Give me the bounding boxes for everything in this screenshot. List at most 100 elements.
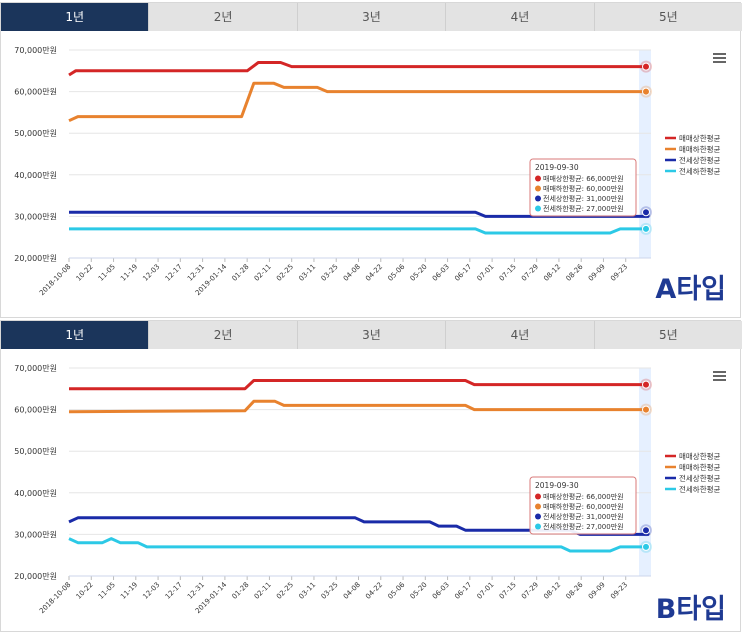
x-tick-label: 09-09	[587, 581, 607, 601]
tab-2-year[interactable]: 2년	[149, 3, 298, 31]
tooltip-date: 2019-09-30	[535, 163, 579, 172]
tab-5-year[interactable]: 5년	[658, 10, 678, 24]
tab-4-year[interactable]: 4년	[446, 321, 595, 349]
x-tick-label: 02-11	[253, 581, 273, 601]
tooltip-box	[529, 476, 637, 535]
tab-4-year[interactable]: 4년	[446, 3, 595, 31]
hover-band	[639, 50, 651, 258]
line-chart-a: 70,000만원 60,000만원 50,000만원 40,000만원 30,000만원…	[14, 46, 720, 297]
data-point	[642, 208, 650, 217]
y-tick-label: 20,000만원	[14, 254, 57, 263]
x-tick-label: 12-03	[141, 263, 161, 283]
x-tick-label: 03-25	[320, 581, 340, 601]
tooltip-line: 매매상한평균: 66,000만원	[543, 492, 624, 501]
x-tick-label: 12-31	[186, 581, 206, 601]
series-line	[69, 227, 648, 235]
period-tabs: 1년 2년 3년 4년 5년	[1, 321, 742, 349]
tooltip-marker	[535, 493, 541, 500]
chart-menu-icon[interactable]	[713, 53, 726, 63]
tooltip-line: 전세상한평균: 31,000만원	[543, 512, 624, 521]
tab-2-year[interactable]: 2년	[149, 321, 298, 349]
x-tick-label: 06-17	[453, 581, 473, 601]
data-point	[642, 87, 650, 96]
tooltip-line: 전세하한평균: 27,000만원	[543, 204, 624, 213]
tab-3-year[interactable]: 3년	[298, 3, 447, 31]
tooltip-marker	[535, 513, 541, 520]
tooltip-line: 전세하한평균: 27,000만원	[543, 522, 624, 531]
x-tick-label: 12-31	[186, 263, 206, 283]
legend-label: 매매하한평균	[679, 144, 720, 154]
x-tick-label: 01-28	[231, 263, 251, 283]
x-tick-label: 04-08	[342, 581, 362, 601]
tooltip-marker	[535, 205, 541, 212]
legend-label: 전세하한평균	[679, 484, 720, 494]
x-tick-label: 03-11	[297, 581, 317, 601]
x-tick-label: 11-05	[97, 581, 117, 601]
x-tick-label: 02-25	[275, 263, 295, 283]
x-tick-label: 08-26	[565, 580, 585, 600]
tab-1-year[interactable]: 1년	[1, 321, 150, 349]
tab-5-year[interactable]: 5년	[658, 328, 678, 342]
chart-menu-icon[interactable]	[713, 371, 726, 381]
legend-label: 매매상한평균	[679, 133, 720, 143]
x-tick-label: 09-23	[609, 263, 629, 283]
x-tick-label: 2018-10-08	[38, 581, 72, 615]
tooltip-marker	[535, 175, 541, 182]
data-point	[642, 542, 650, 551]
y-tick-label: 40,000만원	[14, 489, 57, 498]
tooltip-line: 매매상한평균: 66,000만원	[543, 174, 624, 183]
data-point	[642, 224, 650, 233]
tab-3-year[interactable]: 3년	[298, 321, 447, 349]
y-tick-label: 20,000만원	[14, 572, 57, 581]
x-tick-label: 02-11	[253, 263, 273, 283]
data-point	[642, 405, 650, 414]
x-tick-label: 07-29	[520, 263, 540, 283]
x-tick-label: 06-03	[431, 581, 451, 601]
y-tick-label: 40,000만원	[14, 171, 57, 180]
x-tick-label: 11-19	[119, 263, 139, 283]
tooltip-line: 매매하한평균: 60,000만원	[543, 502, 624, 511]
tooltip-date: 2019-09-30	[535, 481, 579, 490]
x-tick-label: 09-09	[587, 263, 607, 283]
x-tick-label: 07-01	[475, 263, 495, 283]
x-tick-label: 05-20	[409, 581, 429, 601]
x-tick-label: 10-22	[75, 263, 95, 283]
x-tick-label: 10-22	[75, 581, 95, 601]
x-tick-label: 12-17	[164, 263, 184, 283]
x-tick-label: 06-17	[453, 263, 473, 283]
x-tick-label: 07-15	[498, 581, 518, 601]
type-label: A타입	[655, 274, 726, 305]
tab-1-year[interactable]: 1년	[1, 3, 150, 31]
tooltip-marker	[535, 185, 541, 192]
x-tick-label: 03-11	[297, 263, 317, 283]
x-tick-label: 05-06	[386, 580, 406, 600]
tooltip-marker	[535, 523, 541, 530]
data-point	[642, 380, 650, 389]
y-tick-label: 50,000만원	[14, 447, 57, 456]
y-tick-label: 70,000만원	[14, 46, 57, 55]
period-tabs: 1년 2년 3년 4년 5년	[1, 3, 742, 31]
y-tick-label: 60,000만원	[14, 406, 57, 415]
tooltip-box	[529, 158, 637, 217]
legend-label: 매매하한평균	[679, 462, 720, 472]
y-tick-label: 50,000만원	[14, 129, 57, 138]
x-tick-label: 05-20	[409, 263, 429, 283]
chart-panel-a: 1년 2년 3년 4년 5년 70,000만원 60,000만원 50,000만원 4…	[0, 2, 742, 318]
x-tick-label: 04-22	[364, 263, 384, 283]
x-tick-label: 04-08	[342, 263, 362, 283]
x-tick-label: 11-19	[119, 581, 139, 601]
y-tick-label: 70,000만원	[14, 364, 57, 373]
legend-label: 전세하한평균	[679, 166, 720, 176]
series-line	[68, 399, 648, 414]
x-tick-label: 12-17	[164, 581, 184, 601]
x-tick-label: 08-12	[542, 581, 562, 601]
x-tick-label: 02-25	[275, 581, 295, 601]
x-tick-label: 07-29	[520, 581, 540, 601]
hover-band	[639, 368, 651, 576]
x-tick-label: 06-03	[431, 263, 451, 283]
x-tick-label: 08-12	[542, 263, 562, 283]
data-point	[642, 62, 650, 71]
chart-panel-b: 1년 2년 3년 4년 5년 70,000만원 60,000만원 50,000만원 4…	[0, 320, 742, 632]
series-line	[69, 379, 648, 391]
type-label: B타입	[655, 594, 726, 625]
